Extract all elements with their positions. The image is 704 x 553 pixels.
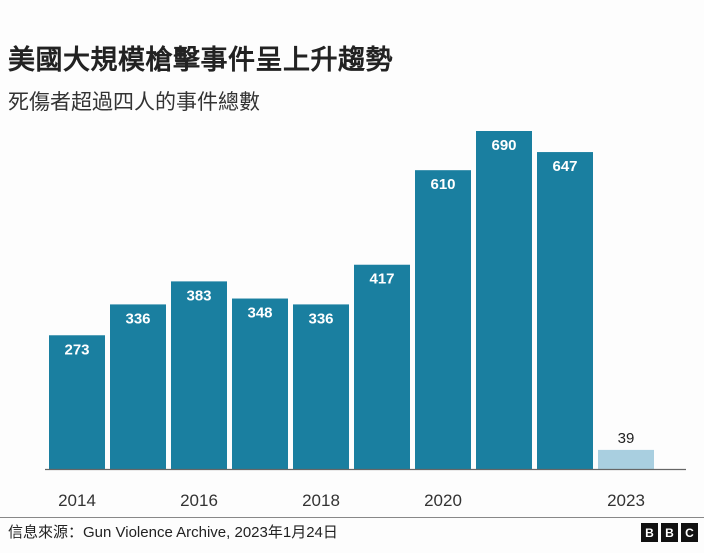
bar-2014	[49, 335, 105, 469]
x-tick-label-2018: 2018	[302, 491, 340, 510]
chart-title: 美國大規模槍擊事件呈上升趨勢	[8, 45, 393, 76]
x-tick-label-2014: 2014	[58, 491, 96, 510]
data-label-2017: 348	[247, 305, 272, 322]
bar-2017	[232, 298, 288, 469]
source-note: 信息來源：Gun Violence Archive, 2023年1月24日	[8, 524, 338, 541]
data-label-2021: 690	[491, 137, 516, 154]
footer-divider	[0, 517, 704, 518]
data-label-2014: 273	[64, 341, 89, 358]
bar-2020	[415, 170, 471, 469]
data-label-2023: 39	[618, 430, 635, 447]
bar-2021	[476, 131, 532, 469]
bar-2022	[537, 152, 593, 469]
x-tick-label-2016: 2016	[180, 491, 218, 510]
data-label-2015: 336	[125, 310, 150, 327]
data-label-2016: 383	[186, 287, 211, 304]
x-tick-label-2020: 2020	[424, 491, 462, 510]
data-label-2018: 336	[308, 310, 333, 327]
data-label-2020: 610	[430, 176, 455, 193]
bbc-logo-letter: B	[661, 523, 678, 542]
bar-2019	[354, 264, 410, 469]
bbc-logo-letter: B	[641, 523, 658, 542]
bar-2018	[293, 304, 349, 469]
bbc-logo: B B C	[641, 523, 698, 542]
bar-2015	[110, 304, 166, 469]
data-label-2019: 417	[369, 271, 394, 288]
chart-subtitle: 死傷者超過四人的事件總數	[8, 90, 260, 114]
x-tick-label-2023: 2023	[607, 491, 645, 510]
bar-chart: 273 2014 336 383 2016 348 336 2018 417 610 2020 690…	[45, 131, 686, 510]
bar-2016	[171, 281, 227, 469]
data-label-2022: 647	[552, 158, 577, 175]
bar-2023	[598, 449, 654, 469]
bbc-logo-letter: C	[681, 523, 698, 542]
